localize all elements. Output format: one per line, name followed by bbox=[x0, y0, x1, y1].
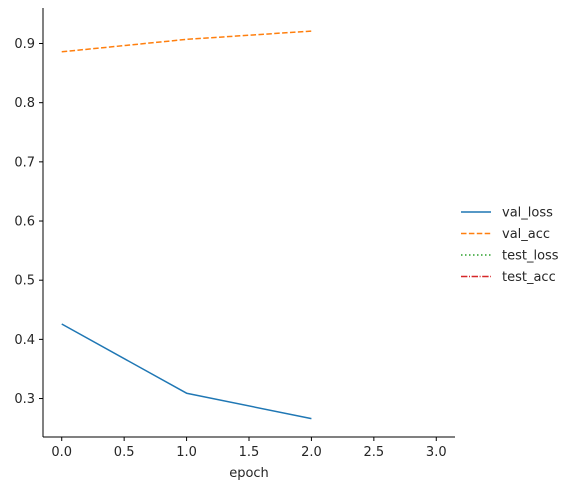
y-tick-label: 0.9 bbox=[14, 37, 35, 52]
legend-label-val-acc: val_acc bbox=[502, 227, 550, 242]
x-tick-label: 2.5 bbox=[364, 445, 385, 460]
x-tick-label: 2.0 bbox=[301, 445, 322, 460]
y-tick-label: 0.7 bbox=[14, 155, 35, 170]
plot-area: 0.0 0.5 1.0 1.5 2.0 2.5 3.0 0.3 0.4 0.5 0.6 0.7 0.8… bbox=[14, 8, 455, 460]
x-tick-label: 0.5 bbox=[114, 445, 135, 460]
y-tick-label: 0.5 bbox=[14, 274, 35, 289]
legend-label-val-loss: val_loss bbox=[502, 206, 553, 221]
x-tick-label: 0.0 bbox=[51, 445, 72, 460]
series-layer bbox=[61, 30, 312, 420]
x-axis-label: epoch bbox=[229, 466, 269, 481]
y-axis-ticks: 0.3 0.4 0.5 0.6 0.7 0.8 0.9 bbox=[14, 37, 43, 407]
y-tick-label: 0.3 bbox=[14, 392, 35, 407]
x-tick-label: 1.5 bbox=[239, 445, 260, 460]
legend: val_loss val_acc test_loss test_acc bbox=[461, 206, 559, 285]
series-line-val-acc bbox=[61, 30, 312, 53]
x-tick-label: 3.0 bbox=[426, 445, 447, 460]
legend-label-test-loss: test_loss bbox=[502, 249, 559, 264]
y-tick-label: 0.8 bbox=[14, 96, 35, 111]
legend-label-test-acc: test_acc bbox=[502, 270, 556, 285]
series-line-val-loss bbox=[61, 323, 312, 420]
y-tick-label: 0.4 bbox=[14, 333, 35, 348]
x-axis-ticks: 0.0 0.5 1.0 1.5 2.0 2.5 3.0 bbox=[51, 437, 447, 460]
y-tick-label: 0.6 bbox=[14, 215, 35, 230]
x-tick-label: 1.0 bbox=[176, 445, 197, 460]
